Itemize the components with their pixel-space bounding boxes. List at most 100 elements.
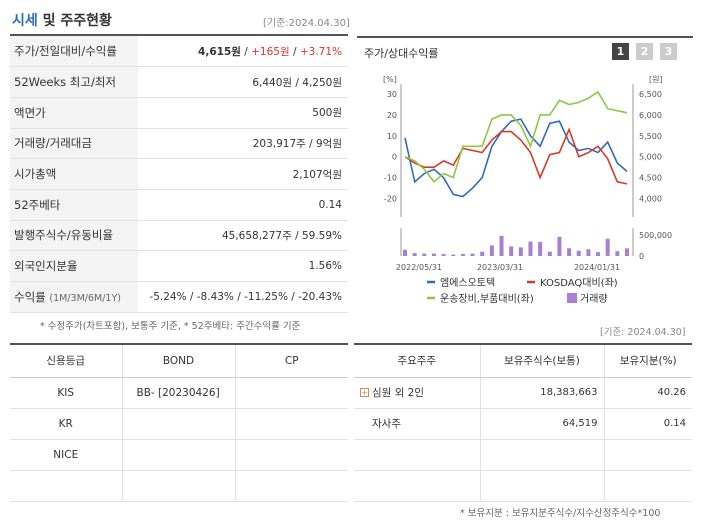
pct-cell [604,470,692,502]
legend-swatch [567,293,577,303]
table-row: 거래량/거래대금 203,917주 / 9억원 [10,128,348,160]
table-header: 신용등급 BOND CP [10,345,348,378]
chart-page-2-button[interactable]: 2 [636,43,653,60]
shares-cell: 18,383,663 [480,377,605,409]
table-row: 52Weeks 최고/최저 6,440원 / 4,250원 [10,66,348,98]
volume-bar [615,251,620,256]
column-header: 보유주식수(보통) [480,345,605,378]
volume-bar [499,235,504,256]
divider [10,343,348,345]
volume-bar [422,253,427,256]
volume-bar [605,238,610,256]
volume-bar [431,253,436,256]
volume-bar [586,249,591,256]
right-tick-label: 5,500 [639,132,662,141]
table-row: 외국인지분율 1.56% [10,250,348,282]
holder-name-cell [354,470,481,502]
row-label: 액면가 [10,97,138,129]
divider [354,343,692,345]
volume-bar [625,248,629,256]
row-value: 500원 [138,97,348,129]
x-tick-label: 2023/03/31 [477,263,523,272]
table-row: 액면가 500원 [10,97,348,129]
price-chart: [%] [원] 30 6,500 20 6,000 10 5,500 0 5,000 -10 4,50… [383,75,672,305]
volume-bar [509,246,514,256]
series-line [404,118,628,198]
chart-page-1-button[interactable]: 1 [612,43,629,60]
table-row: 52주베타 0.14 [10,189,348,221]
table-row: KR [10,408,348,440]
divider [10,34,348,36]
volume-tick-label: 0 [639,252,644,261]
row-label: 52Weeks 최고/최저 [10,66,138,98]
volume-bar [596,252,601,256]
row-value: 203,917주 / 9억원 [138,128,348,160]
left-tick-label: 10 [387,132,397,141]
agency-cell: NICE [10,439,123,471]
row-label: 거래량/거래대금 [10,128,138,160]
row-value: 4,615원 / +165원 / +3.71% [138,36,348,68]
column-header: BOND [122,345,236,378]
section-title: 시세 및 주주현황 [12,13,112,29]
volume-bar [441,254,446,256]
cp-cell [235,377,348,409]
expand-icon[interactable]: + [360,388,369,397]
volume-bar [528,241,533,256]
volume-bar [518,247,523,256]
chart-panel [357,36,693,314]
volume-bar [470,253,475,256]
volume-bar [451,254,456,256]
table-row: NICE [10,439,348,471]
series-line [404,90,628,183]
legend-label: KOSDAQ대비(좌) [540,277,618,289]
table-header: 주요주주 보유주식수(보통) 보유지분(%) [354,345,692,378]
table-row: 발행주식수/유동비율 45,658,277주 / 59.59% [10,220,348,252]
table-row: 시가총액 2,107억원 [10,158,348,190]
pct-cell [604,439,692,471]
row-value: 2,107억원 [138,158,348,190]
volume-bar [460,254,465,256]
holder-name-cell [354,439,481,471]
right-tick-label: 4,000 [639,195,662,204]
table-row: 주가/전일대비/수익률 4,615원 / +165원 / +3.71% [10,36,348,68]
legend-label: 운송장비,부품대비(좌) [440,293,534,305]
agency-cell: KR [10,408,123,440]
left-tick-label: 0 [392,153,397,162]
cp-cell [235,408,348,440]
footnote: * 수정주가(차트포함), 보통주 기준, * 52주베타: 주간수익률 기준 [40,321,301,332]
table-row [354,470,692,502]
row-value: -5.24% / -8.43% / -11.25% / -20.43% [138,281,348,313]
column-header: CP [235,345,348,378]
price-table: 주가/전일대비/수익률 4,615원 / +165원 / +3.71% 52We… [10,36,348,313]
volume-bar [576,250,581,256]
table-row [354,439,692,471]
row-value: 45,658,277주 / 59.59% [138,220,348,252]
volume-tick-label: 500,000 [639,231,672,240]
series-line [404,127,628,185]
left-tick-label: -20 [384,195,397,204]
right-tick-label: 6,500 [639,90,662,99]
chart-page-3-button[interactable]: 3 [660,43,677,60]
volume-bar [557,236,562,256]
table-row: 자사주 64,519 0.14 [354,408,692,440]
left-tick-label: 20 [387,111,397,120]
pct-cell: 0.14 [604,408,692,440]
right-axis-unit: [원] [649,75,663,84]
holder-name-cell: + 심원 외 2인 [354,377,481,409]
chart-title: 주가/상대수익률 [364,47,439,60]
volume-bar [567,248,572,256]
volume-bar [403,249,407,256]
volume-bar [412,253,417,256]
row-label: 외국인지분율 [10,250,138,282]
bond-cell [122,439,236,471]
shares-cell [480,470,605,502]
row-value: 0.14 [138,189,348,221]
cp-cell [235,439,348,471]
agency-cell [10,470,123,502]
shareholder-table: 주요주주 보유주식수(보통) 보유지분(%) + 심원 외 2인 18,383,6… [354,345,692,502]
table-row [10,470,348,502]
column-header: 보유지분(%) [604,345,692,378]
row-label: 52주베타 [10,189,138,221]
right-tick-label: 6,000 [639,111,662,120]
x-tick-label: 2024/01/31 [574,263,620,272]
